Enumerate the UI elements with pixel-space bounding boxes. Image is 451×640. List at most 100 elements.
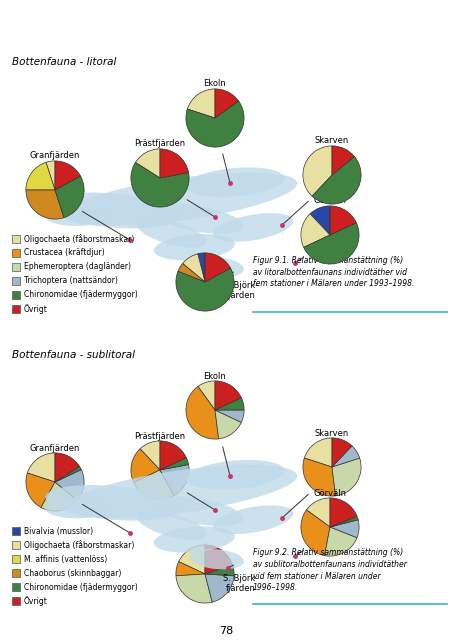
Ellipse shape <box>64 465 297 518</box>
Wedge shape <box>300 510 329 556</box>
Wedge shape <box>329 516 357 527</box>
Wedge shape <box>187 89 215 118</box>
Bar <box>12 569 20 577</box>
Wedge shape <box>178 264 205 282</box>
Bar <box>12 263 20 271</box>
Wedge shape <box>205 253 230 282</box>
Wedge shape <box>55 161 80 190</box>
Wedge shape <box>175 268 234 311</box>
Wedge shape <box>331 438 351 467</box>
Text: Oligochaeta (fåborstmaskar): Oligochaeta (fåborstmaskar) <box>24 234 134 244</box>
Wedge shape <box>160 465 189 495</box>
Ellipse shape <box>189 549 244 570</box>
Wedge shape <box>55 467 81 482</box>
Wedge shape <box>205 545 232 574</box>
Wedge shape <box>27 453 55 482</box>
Wedge shape <box>178 545 205 574</box>
Text: Ephemeroptera (dagländer): Ephemeroptera (dagländer) <box>24 262 131 271</box>
Text: Figur 9.2. Relativ sammanstättning (%)
av sublitoralbottenfaunans individtäther
: Figur 9.2. Relativ sammanstättning (%) a… <box>253 548 406 593</box>
Text: Granfjärden: Granfjärden <box>30 151 80 160</box>
Wedge shape <box>175 574 212 603</box>
Wedge shape <box>205 565 234 576</box>
Ellipse shape <box>136 219 207 248</box>
Wedge shape <box>26 473 55 508</box>
Text: Bottenfauna - sublitoral: Bottenfauna - sublitoral <box>12 350 135 360</box>
Ellipse shape <box>153 526 235 552</box>
Ellipse shape <box>185 168 284 197</box>
Text: Skarven: Skarven <box>314 429 348 438</box>
Wedge shape <box>160 458 188 470</box>
Text: M. affinis (vattenlöss): M. affinis (vattenlöss) <box>24 554 107 564</box>
Wedge shape <box>311 156 360 204</box>
Text: Crustacea (kräftdjur): Crustacea (kräftdjur) <box>24 248 104 257</box>
Wedge shape <box>55 176 84 218</box>
Wedge shape <box>302 146 331 196</box>
Text: Övrigt: Övrigt <box>24 304 48 314</box>
Ellipse shape <box>136 511 207 540</box>
Bar <box>12 291 20 299</box>
Text: S. Björk-
fjärden: S. Björk- fjärden <box>223 574 258 593</box>
Wedge shape <box>160 149 188 178</box>
Wedge shape <box>329 498 356 527</box>
Text: Figur 9.1. Relativ sammanstättning (%)
av litoralbottenfaunans individtäther vid: Figur 9.1. Relativ sammanstättning (%) a… <box>253 256 414 289</box>
Wedge shape <box>185 387 218 439</box>
Wedge shape <box>46 161 55 190</box>
Bar <box>12 235 20 243</box>
Wedge shape <box>160 441 186 470</box>
Text: Chironomidae (fjädermyggor): Chironomidae (fjädermyggor) <box>24 582 138 591</box>
Wedge shape <box>55 470 84 500</box>
Ellipse shape <box>64 173 297 226</box>
Wedge shape <box>300 214 329 248</box>
Wedge shape <box>26 163 55 190</box>
Ellipse shape <box>154 497 243 526</box>
Wedge shape <box>135 149 160 178</box>
Wedge shape <box>329 520 358 538</box>
Wedge shape <box>185 101 244 147</box>
Wedge shape <box>215 410 244 422</box>
Bar <box>12 276 20 285</box>
Wedge shape <box>331 458 360 496</box>
Wedge shape <box>302 458 335 496</box>
Text: Trichoptera (nattsändor): Trichoptera (nattsändor) <box>24 276 118 285</box>
Wedge shape <box>41 482 77 511</box>
Text: Övrigt: Övrigt <box>24 596 48 606</box>
Wedge shape <box>215 397 244 410</box>
Bar <box>12 527 20 535</box>
Text: Prästfjärden: Prästfjärden <box>134 139 185 148</box>
Wedge shape <box>182 254 205 282</box>
Bar <box>12 305 20 313</box>
Wedge shape <box>198 253 205 282</box>
Text: 78: 78 <box>218 626 233 636</box>
Wedge shape <box>215 410 241 439</box>
Wedge shape <box>133 470 174 499</box>
Ellipse shape <box>154 204 243 234</box>
Text: Chaoborus (skinnbaggar): Chaoborus (skinnbaggar) <box>24 568 121 577</box>
Wedge shape <box>55 453 79 482</box>
Wedge shape <box>215 381 241 410</box>
Wedge shape <box>331 446 359 467</box>
Text: Bivalvia (musslor): Bivalvia (musslor) <box>24 527 93 536</box>
Text: Skarven: Skarven <box>314 136 348 145</box>
Text: Görväln: Görväln <box>313 196 346 205</box>
Text: Ekoln: Ekoln <box>203 372 226 381</box>
Wedge shape <box>26 190 64 219</box>
Wedge shape <box>306 498 329 527</box>
Bar <box>12 249 20 257</box>
Ellipse shape <box>212 506 293 534</box>
Ellipse shape <box>46 485 180 521</box>
Ellipse shape <box>45 499 108 518</box>
Text: Ekoln: Ekoln <box>203 79 226 88</box>
Wedge shape <box>329 206 355 235</box>
Wedge shape <box>309 206 329 235</box>
Text: Oligochaeta (fåborstmaskar): Oligochaeta (fåborstmaskar) <box>24 540 134 550</box>
Text: Granfjärden: Granfjärden <box>30 444 80 453</box>
Wedge shape <box>198 381 215 410</box>
Ellipse shape <box>153 234 235 260</box>
Text: S. Björk-
fjärden: S. Björk- fjärden <box>223 281 258 300</box>
Wedge shape <box>140 441 160 470</box>
Wedge shape <box>131 163 189 207</box>
Bar <box>12 541 20 549</box>
Bar <box>12 555 20 563</box>
Text: Prästfjärden: Prästfjärden <box>134 432 185 441</box>
Wedge shape <box>215 89 238 118</box>
